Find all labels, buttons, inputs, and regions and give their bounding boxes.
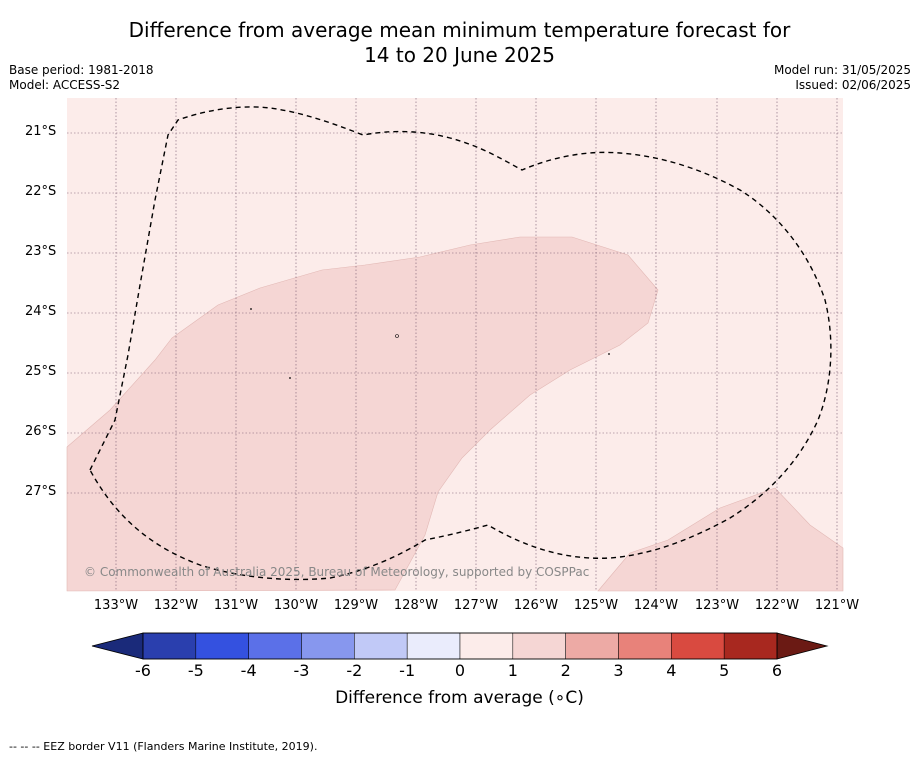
island-marker [289, 377, 291, 379]
latitude-label: 23°S [25, 244, 57, 259]
colorbar-tick-label: 0 [454, 661, 466, 680]
longitude-label: 129°W [333, 598, 379, 613]
colorbar-tick-label: 3 [613, 661, 624, 680]
longitude-label: 125°W [573, 598, 619, 613]
warm-anomaly-region-se [597, 487, 844, 592]
longitude-label: 133°W [93, 598, 139, 613]
colorbar-arrow-low [91, 632, 144, 660]
longitude-label: 131°W [213, 598, 259, 613]
latitude-label: 22°S [25, 184, 57, 199]
model-name: Model: ACCESS-S2 [9, 78, 121, 92]
base-period: Base period: 1981-2018 [9, 63, 154, 77]
longitude-label: 132°W [153, 598, 199, 613]
longitude-label: 126°W [513, 598, 559, 613]
colorbar-cell [459, 632, 514, 660]
colorbar-cell [618, 632, 672, 660]
title-line-1: Difference from average mean minimum tem… [128, 18, 791, 42]
island-marker [250, 308, 252, 310]
colorbar-cell [512, 632, 566, 660]
longitude-label: 124°W [633, 598, 679, 613]
colorbar-tick-label: -2 [346, 661, 363, 680]
colorbar-tick-label: -6 [135, 661, 151, 680]
longitude-label: 130°W [273, 598, 319, 613]
longitude-label: 122°W [754, 598, 800, 613]
graticule [67, 98, 843, 591]
copyright-notice: © Commonwealth of Australia 2025, Bureau… [84, 565, 590, 579]
colorbar-tick-label: 6 [771, 661, 783, 680]
colorbar [91, 632, 829, 660]
colorbar-cell [354, 632, 408, 660]
footer-legend: -- -- -- EEZ border V11 (Flanders Marine… [9, 740, 318, 753]
longitude-label: 127°W [453, 598, 499, 613]
longitude-label: 121°W [814, 598, 860, 613]
longitude-label: 123°W [694, 598, 740, 613]
model-run: Model run: 31/05/2025 [773, 63, 911, 77]
colorbar-cell [671, 632, 725, 660]
colorbar-cell [195, 632, 249, 660]
colorbar-arrow-high [776, 632, 829, 660]
colorbar-tick-label: -4 [240, 661, 257, 680]
colorbar-tick-label: -3 [293, 661, 310, 680]
map-title: Difference from average mean minimum tem… [0, 18, 919, 68]
eez-border [89, 106, 832, 581]
island-marker [395, 334, 399, 338]
colorbar-cell [248, 632, 302, 660]
colorbar-tick-label: 4 [666, 661, 677, 680]
colorbar-cell [723, 632, 778, 660]
colorbar-tick-label: 2 [560, 661, 571, 680]
colorbar-tick-label: 5 [719, 661, 730, 680]
colorbar-tick-label: 1 [507, 661, 518, 680]
latitude-label: 26°S [25, 424, 57, 439]
latitude-label: 24°S [25, 304, 57, 319]
latitude-label: 21°S [25, 124, 57, 139]
colorbar-label: Difference from average (∘C) [335, 688, 584, 708]
latitude-label: 25°S [25, 364, 57, 379]
meta-left: Base period: 1981-2018 Model: ACCESS-S2 [9, 63, 154, 93]
island-marker [608, 353, 610, 355]
meta-right: Model run: 31/05/2025 Issued: 02/06/2025 [774, 63, 911, 93]
title-line-2: 14 to 20 June 2025 [364, 43, 555, 67]
warm-anomaly-region [66, 236, 659, 592]
colorbar-cell [406, 632, 461, 660]
colorbar-tick-label: -1 [399, 661, 416, 680]
longitude-label: 128°W [393, 598, 439, 613]
colorbar-tick-label: -5 [187, 661, 204, 680]
colorbar-cell [565, 632, 619, 660]
latitude-label: 27°S [25, 484, 57, 499]
colorbar-cell [142, 632, 197, 660]
colorbar-cell [301, 632, 355, 660]
issued-date: Issued: 02/06/2025 [795, 78, 911, 92]
